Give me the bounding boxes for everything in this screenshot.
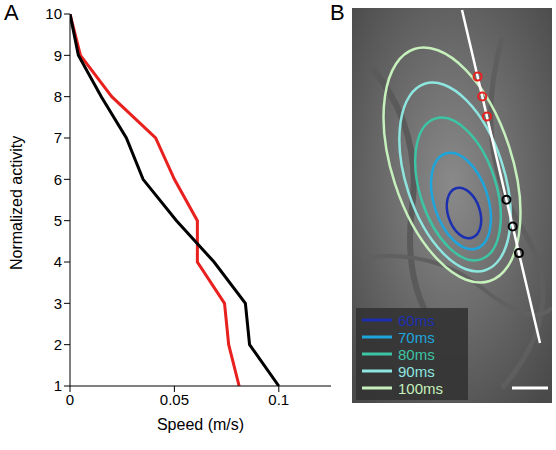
svg-text:90ms: 90ms bbox=[398, 363, 435, 380]
svg-text:7: 7 bbox=[54, 129, 62, 146]
svg-text:1: 1 bbox=[54, 377, 62, 394]
svg-text:0.1: 0.1 bbox=[268, 391, 289, 408]
svg-text:8: 8 bbox=[54, 88, 62, 105]
svg-text:80ms: 80ms bbox=[398, 346, 435, 363]
svg-text:3: 3 bbox=[54, 295, 62, 312]
svg-text:Speed (m/s): Speed (m/s) bbox=[157, 416, 244, 433]
svg-text:0: 0 bbox=[66, 391, 74, 408]
svg-text:10: 10 bbox=[45, 5, 62, 22]
svg-text:Normalized activity: Normalized activity bbox=[8, 136, 25, 270]
svg-text:0.05: 0.05 bbox=[160, 391, 189, 408]
svg-text:5: 5 bbox=[54, 212, 62, 229]
svg-text:4: 4 bbox=[54, 253, 62, 270]
svg-text:70ms: 70ms bbox=[398, 329, 435, 346]
svg-text:6: 6 bbox=[54, 171, 62, 188]
html-text:B: B bbox=[330, 0, 345, 25]
svg-text:2: 2 bbox=[54, 336, 62, 353]
svg-text:60ms: 60ms bbox=[398, 312, 435, 329]
html-text:A: A bbox=[4, 0, 19, 25]
svg-text:9: 9 bbox=[54, 47, 62, 64]
svg-text:100ms: 100ms bbox=[398, 380, 443, 397]
